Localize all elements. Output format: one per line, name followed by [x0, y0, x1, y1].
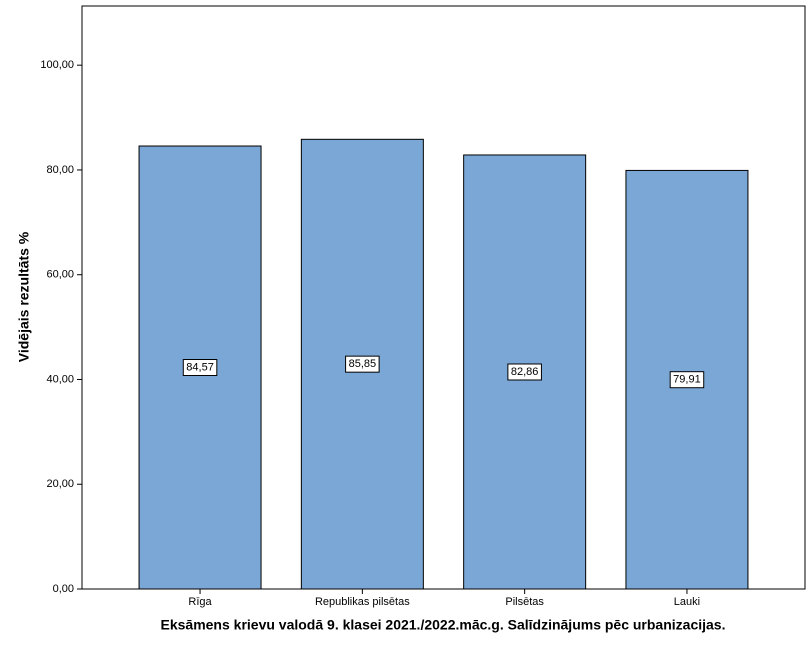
x-tick-label: Republikas pilsētas — [315, 596, 410, 608]
value-label: 84,57 — [186, 361, 214, 373]
x-tick-label: Pilsētas — [505, 596, 544, 608]
value-label: 85,85 — [349, 358, 377, 370]
x-tick-label: Lauki — [674, 596, 700, 608]
value-label: 82,86 — [511, 366, 539, 378]
y-tick-label: 80,00 — [46, 164, 74, 176]
y-tick-label: 60,00 — [46, 269, 74, 281]
value-label: 79,91 — [673, 374, 701, 386]
x-tick-label: Rīga — [188, 596, 212, 608]
y-tick-label: 40,00 — [46, 373, 74, 385]
y-axis-title: Vidējais rezultāts % — [16, 231, 32, 362]
value-label-box — [345, 355, 380, 373]
y-tick-label: 100,00 — [40, 59, 74, 71]
value-label-box — [182, 359, 218, 377]
y-tick-label: 20,00 — [46, 478, 74, 490]
x-axis-title: Eksāmens krievu valodā 9. klasei 2021./2… — [161, 617, 726, 633]
value-label-box — [669, 371, 705, 389]
value-label-box — [507, 363, 542, 381]
y-tick-label: 0,00 — [53, 583, 74, 595]
